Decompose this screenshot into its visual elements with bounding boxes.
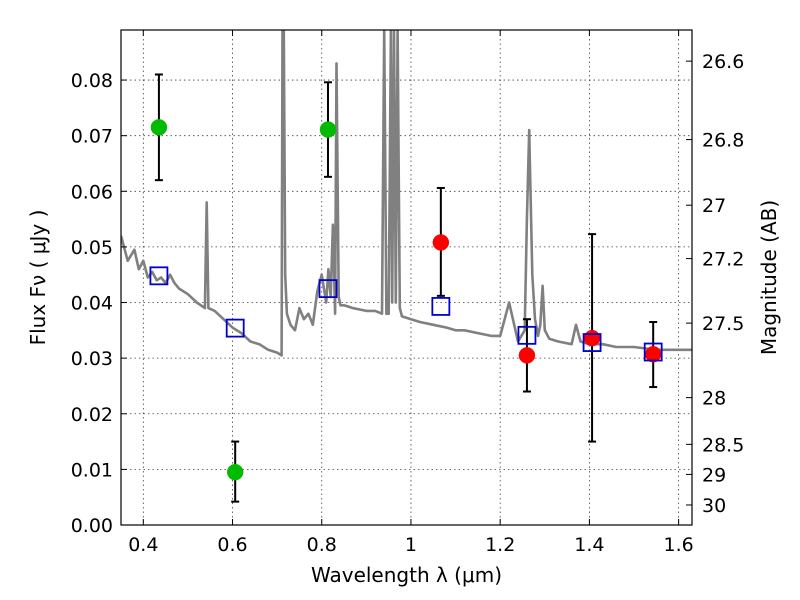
model-square-marker bbox=[149, 266, 169, 286]
y2-tick-label: 30 bbox=[702, 495, 726, 517]
y2-tick-label: 28 bbox=[702, 388, 726, 410]
y-axis-title: Flux Fν ( μJy ) bbox=[26, 210, 50, 346]
y-tick-label: 0.08 bbox=[71, 70, 113, 92]
observed-point bbox=[150, 119, 168, 136]
observed-point bbox=[319, 121, 337, 138]
y2-tick-label: 28.5 bbox=[702, 434, 744, 456]
x-tick-labels: 0.4 0.6 0.8 1 1.2 1.4 1.6 bbox=[128, 534, 694, 556]
y-tick-labels: 0.00 0.01 0.02 0.03 0.04 0.05 0.06 0.07 0.08 bbox=[71, 70, 113, 537]
y-tick-label: 0.04 bbox=[71, 293, 113, 315]
model-square-marker bbox=[582, 333, 602, 352]
y-tick-label: 0.00 bbox=[71, 515, 113, 537]
model-square-marker bbox=[318, 279, 338, 299]
observed-point bbox=[583, 329, 601, 347]
x-tick-label: 1 bbox=[405, 534, 417, 556]
grid-lines bbox=[121, 30, 692, 526]
y2-tick-labels: 26.6 26.8 27 27.2 27.5 28 28.5 29 30 bbox=[702, 51, 744, 517]
model-spectrum bbox=[121, 30, 692, 357]
observed-point bbox=[432, 234, 450, 251]
y-tick-label: 0.07 bbox=[71, 126, 113, 148]
model-square-marker bbox=[431, 297, 451, 316]
x-tick-label: 1.6 bbox=[664, 534, 694, 556]
x-tick-label: 0.8 bbox=[307, 534, 337, 556]
error-bars bbox=[154, 73, 658, 503]
y2-tick-label: 27.5 bbox=[702, 313, 744, 335]
y-tick-label: 0.05 bbox=[71, 237, 113, 259]
observed-point bbox=[226, 463, 244, 481]
x-axis-title: Wavelength λ (μm) bbox=[311, 563, 502, 587]
y-tick-label: 0.03 bbox=[71, 348, 113, 370]
y-tick-label: 0.06 bbox=[71, 181, 113, 203]
data-markers bbox=[149, 119, 663, 481]
x-tick-label: 0.4 bbox=[128, 534, 158, 556]
y2-axis-title: Magnitude (AB) bbox=[757, 200, 781, 355]
observed-point bbox=[518, 347, 536, 364]
y2-tick-label: 27.2 bbox=[702, 249, 744, 271]
y-tick-label: 0.01 bbox=[71, 459, 113, 481]
axis-ticks bbox=[121, 30, 692, 526]
x-tick-label: 1.2 bbox=[485, 534, 515, 556]
plot-frame bbox=[120, 29, 693, 526]
y2-tick-label: 27 bbox=[702, 195, 726, 217]
model-square-marker bbox=[643, 342, 663, 362]
y2-tick-label: 26.6 bbox=[702, 51, 744, 73]
x-tick-label: 1.4 bbox=[574, 534, 604, 556]
model-square-marker bbox=[517, 325, 537, 345]
y2-tick-label: 26.8 bbox=[702, 130, 744, 152]
model-spectrum-line bbox=[121, 30, 692, 357]
model-square-marker bbox=[225, 318, 245, 338]
y-tick-label: 0.02 bbox=[71, 404, 113, 426]
x-tick-label: 0.6 bbox=[217, 534, 247, 556]
y2-tick-label: 29 bbox=[702, 464, 726, 486]
